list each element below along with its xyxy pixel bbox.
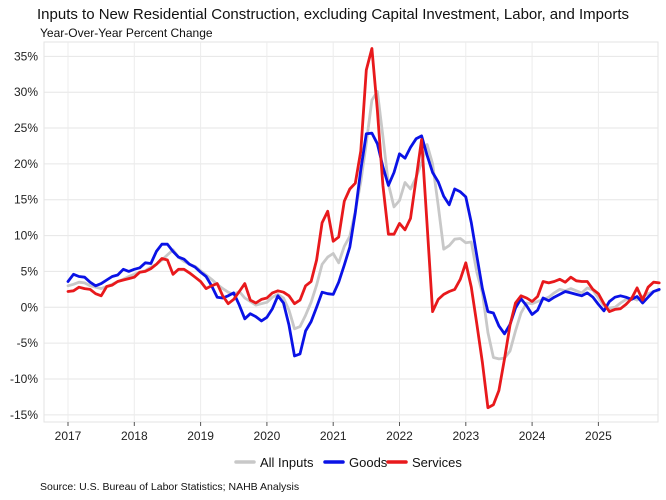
series-line-goods xyxy=(66,131,661,358)
source-note: Source: U.S. Bureau of Labor Statistics;… xyxy=(40,481,300,493)
chart-title: Inputs to New Residential Construction, … xyxy=(37,6,629,23)
plot-border xyxy=(43,41,659,423)
x-tick-label: 2020 xyxy=(254,429,281,443)
series-lines xyxy=(66,47,661,410)
y-tick-label: -10% xyxy=(10,372,38,386)
x-tick-label: 2023 xyxy=(452,429,479,443)
legend-label: Goods xyxy=(349,455,388,470)
series-line-services xyxy=(66,47,661,410)
x-tick-label: 2025 xyxy=(585,429,612,443)
x-tick-label: 2017 xyxy=(55,429,82,443)
x-tick-label: 2024 xyxy=(519,429,546,443)
x-tick-label: 2022 xyxy=(386,429,413,443)
x-tick-label: 2021 xyxy=(320,429,347,443)
legend: All Inputs Goods Services xyxy=(234,455,462,470)
chart-subtitle: Year-Over-Year Percent Change xyxy=(40,26,213,40)
y-axis-ticks: -15% -10% -5% 0% 5% 10% 15% 20% 25% 30% 35% xyxy=(10,49,38,421)
y-tick-label: 10% xyxy=(14,229,38,243)
y-tick-label: 0% xyxy=(21,300,39,314)
series-line-all-inputs xyxy=(66,90,661,361)
x-tick-label: 2018 xyxy=(121,429,148,443)
y-tick-label: 20% xyxy=(14,157,38,171)
legend-label: Services xyxy=(412,455,462,470)
y-tick-label: 15% xyxy=(14,193,38,207)
y-tick-label: 35% xyxy=(14,49,38,63)
y-tick-label: 30% xyxy=(14,85,38,99)
y-tick-label: -15% xyxy=(10,408,38,422)
y-tick-label: 5% xyxy=(21,264,39,278)
x-tick-label: 2019 xyxy=(187,429,214,443)
y-tick-label: -5% xyxy=(17,336,39,350)
y-tick-label: 25% xyxy=(14,121,38,135)
x-axis-ticks: 2017 2018 2019 2020 2021 2022 2023 2024 2025 xyxy=(55,422,612,443)
legend-label: All Inputs xyxy=(260,455,314,470)
